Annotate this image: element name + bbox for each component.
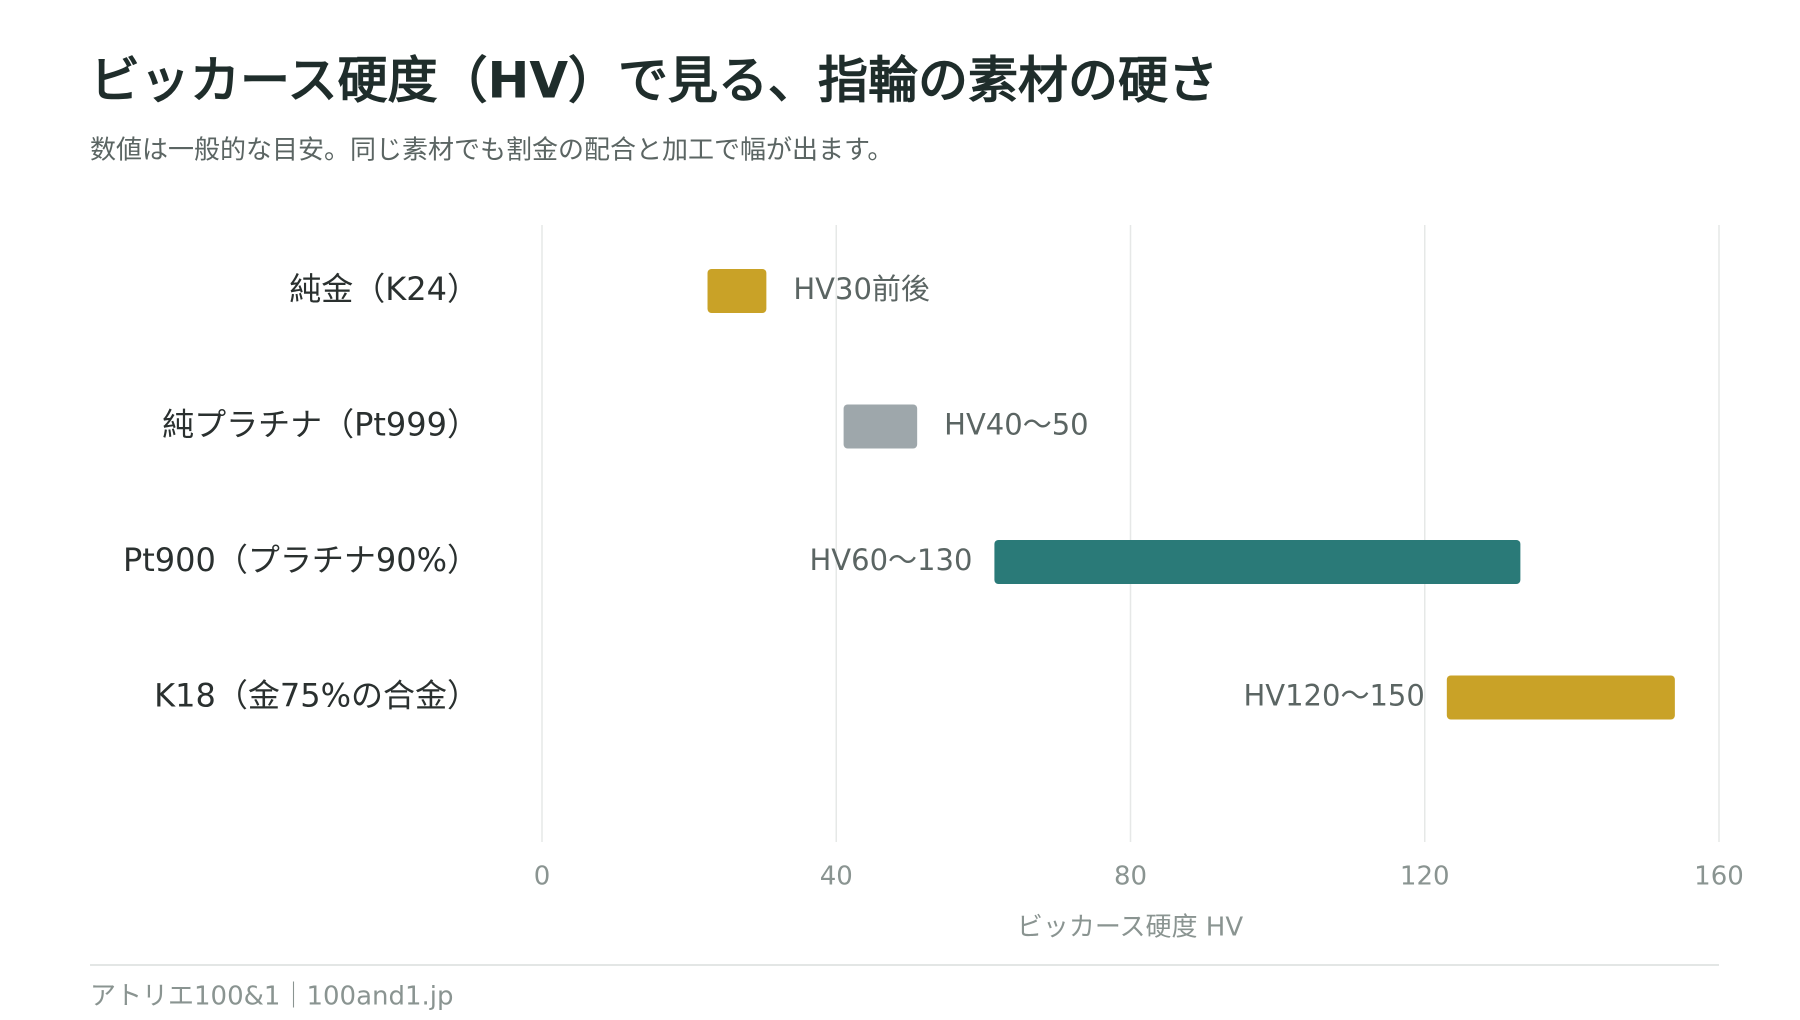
footer: アトリエ100&1｜100and1.jp: [90, 982, 454, 1012]
value-label: HV60〜130: [810, 543, 973, 577]
x-tick-label: 80: [1114, 862, 1147, 892]
value-label: HV120〜150: [1243, 679, 1424, 713]
x-tick-label: 0: [534, 862, 551, 892]
category-label: 純金（K24）: [289, 270, 479, 308]
x-tick-label: 40: [820, 862, 853, 892]
x-tick-label: 120: [1400, 862, 1450, 892]
bar: [994, 540, 1521, 584]
bar: [1446, 675, 1675, 720]
chart-title: ビッカース硬度（HV）で見る、指輪の素材の硬さ: [90, 52, 1218, 110]
value-label: HV30前後: [793, 272, 930, 306]
bar: [843, 404, 918, 449]
x-axis-title: ビッカース硬度 HV: [1017, 913, 1244, 943]
x-tick-label: 160: [1694, 862, 1744, 892]
value-label: HV40〜50: [944, 408, 1088, 442]
category-label: 純プラチナ（Pt999）: [162, 406, 479, 444]
chart-subtitle: 数値は一般的な目安。同じ素材でも割金の配合と加工で幅が出ます。: [90, 136, 893, 166]
category-label: Pt900（プラチナ90%）: [123, 541, 479, 579]
category-label: K18（金75%の合金）: [154, 677, 479, 715]
bar: [707, 269, 767, 313]
